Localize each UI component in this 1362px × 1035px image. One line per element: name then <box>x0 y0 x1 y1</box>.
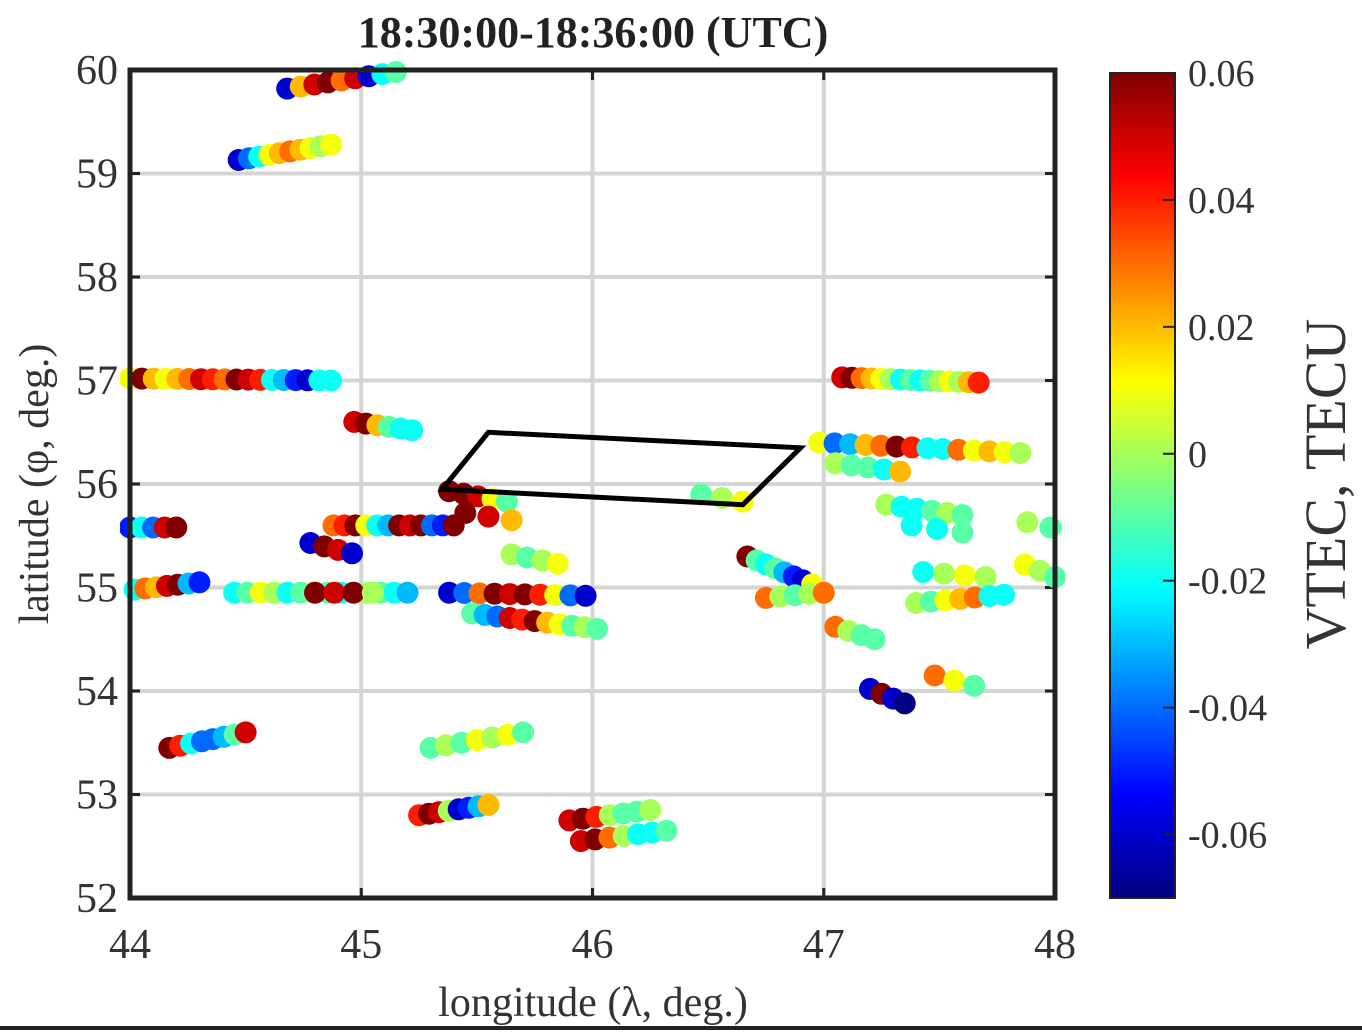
data-point <box>863 628 886 651</box>
x-tick-label: 46 <box>572 922 614 968</box>
region-outline-polygon <box>437 429 807 508</box>
colorbar <box>1109 72 1176 899</box>
x-tick-label: 47 <box>803 922 845 968</box>
data-point <box>839 433 862 456</box>
x-tick-label: 44 <box>109 922 151 968</box>
x-axis-label: longitude (λ, deg.) <box>438 980 748 1026</box>
data-point <box>947 438 970 461</box>
data-point <box>967 371 990 394</box>
data-point <box>477 793 500 816</box>
data-point <box>823 432 846 455</box>
data-point <box>951 504 974 526</box>
colorbar-tick-label: 0.02 <box>1188 307 1255 349</box>
data-point <box>500 509 523 532</box>
data-point <box>912 561 935 583</box>
data-point <box>304 581 326 604</box>
data-point <box>901 436 923 459</box>
data-point <box>824 452 847 475</box>
colorbar-tick-label: -0.02 <box>1188 561 1267 603</box>
data-point <box>974 566 997 589</box>
data-point <box>546 552 569 575</box>
chart-title: 18:30:00-18:36:00 (UTC) <box>358 8 828 57</box>
data-point <box>320 369 343 392</box>
data-point <box>1009 442 1032 464</box>
grid-lines <box>128 68 1057 900</box>
data-point <box>870 434 892 457</box>
data-point <box>234 721 257 744</box>
data-point <box>513 583 536 606</box>
data-point <box>639 799 662 821</box>
data-point <box>655 819 678 842</box>
colorbar-tick-label: 0 <box>1188 434 1207 476</box>
data-point <box>320 133 343 156</box>
data-point <box>889 460 912 483</box>
data-point <box>840 454 863 477</box>
data-point <box>586 617 609 640</box>
data-point <box>951 521 974 544</box>
data-point <box>993 583 1016 606</box>
bottom-border <box>0 1026 1362 1030</box>
colorbar-label: VTEC, TECU <box>1293 319 1358 650</box>
data-point <box>165 516 188 539</box>
data-point <box>993 441 1016 464</box>
data-point <box>923 664 946 687</box>
data-point <box>856 456 879 479</box>
data-point <box>574 584 597 607</box>
data-point <box>512 721 535 744</box>
data-point <box>900 514 923 537</box>
y-tick-label: 53 <box>76 773 118 819</box>
data-point <box>943 669 966 692</box>
data-point <box>468 582 491 605</box>
data-point <box>401 419 424 442</box>
plot-frame <box>127 67 1058 901</box>
data-point <box>438 581 461 604</box>
data-point <box>812 581 835 604</box>
data-point <box>808 431 831 454</box>
colorbar-tick-label: 0.06 <box>1188 53 1255 95</box>
colorbar-tick-labels: 0.06 0.04 0.02 0 -0.02 -0.04 -0.06 <box>1163 53 1267 857</box>
data-point <box>342 581 365 604</box>
data-point <box>885 435 908 458</box>
data-point <box>933 562 955 585</box>
x-tick-labels: 44 45 46 47 48 <box>109 922 1076 968</box>
data-point <box>544 584 567 607</box>
data-point <box>477 505 500 528</box>
colorbar-tick-label: 0.04 <box>1188 180 1255 222</box>
y-axis-label: latitude (φ, deg.) <box>12 344 58 625</box>
data-point <box>962 439 985 462</box>
data-point <box>495 490 518 513</box>
y-tick-labels: 52 53 54 55 56 57 58 59 60 <box>76 48 118 922</box>
data-point <box>396 581 419 604</box>
x-tick-label: 45 <box>340 922 382 968</box>
data-point <box>963 674 986 697</box>
y-tick-label: 60 <box>76 48 118 94</box>
data-point <box>323 581 346 604</box>
data-point <box>361 581 384 604</box>
y-tick-label: 59 <box>76 152 118 198</box>
data-point <box>188 571 211 594</box>
data-point <box>1016 511 1039 534</box>
x-tick-label: 48 <box>1034 922 1076 968</box>
colorbar-tick-label: -0.04 <box>1188 688 1267 730</box>
y-tick-label: 52 <box>76 876 118 922</box>
data-point <box>931 438 954 460</box>
colorbar-tick-label: -0.06 <box>1188 815 1267 857</box>
data-point <box>872 458 895 481</box>
data-point <box>341 542 363 565</box>
data-point <box>893 692 916 715</box>
y-tick-label: 55 <box>76 566 118 612</box>
y-tick-label: 57 <box>76 359 118 405</box>
region-outline <box>437 429 807 508</box>
data-point <box>454 502 477 524</box>
y-tick-label: 56 <box>76 462 118 508</box>
data-point <box>926 518 949 540</box>
data-point <box>1039 516 1062 539</box>
y-tick-label: 54 <box>76 669 118 715</box>
data-point <box>953 564 976 587</box>
y-tick-label: 58 <box>76 255 118 301</box>
